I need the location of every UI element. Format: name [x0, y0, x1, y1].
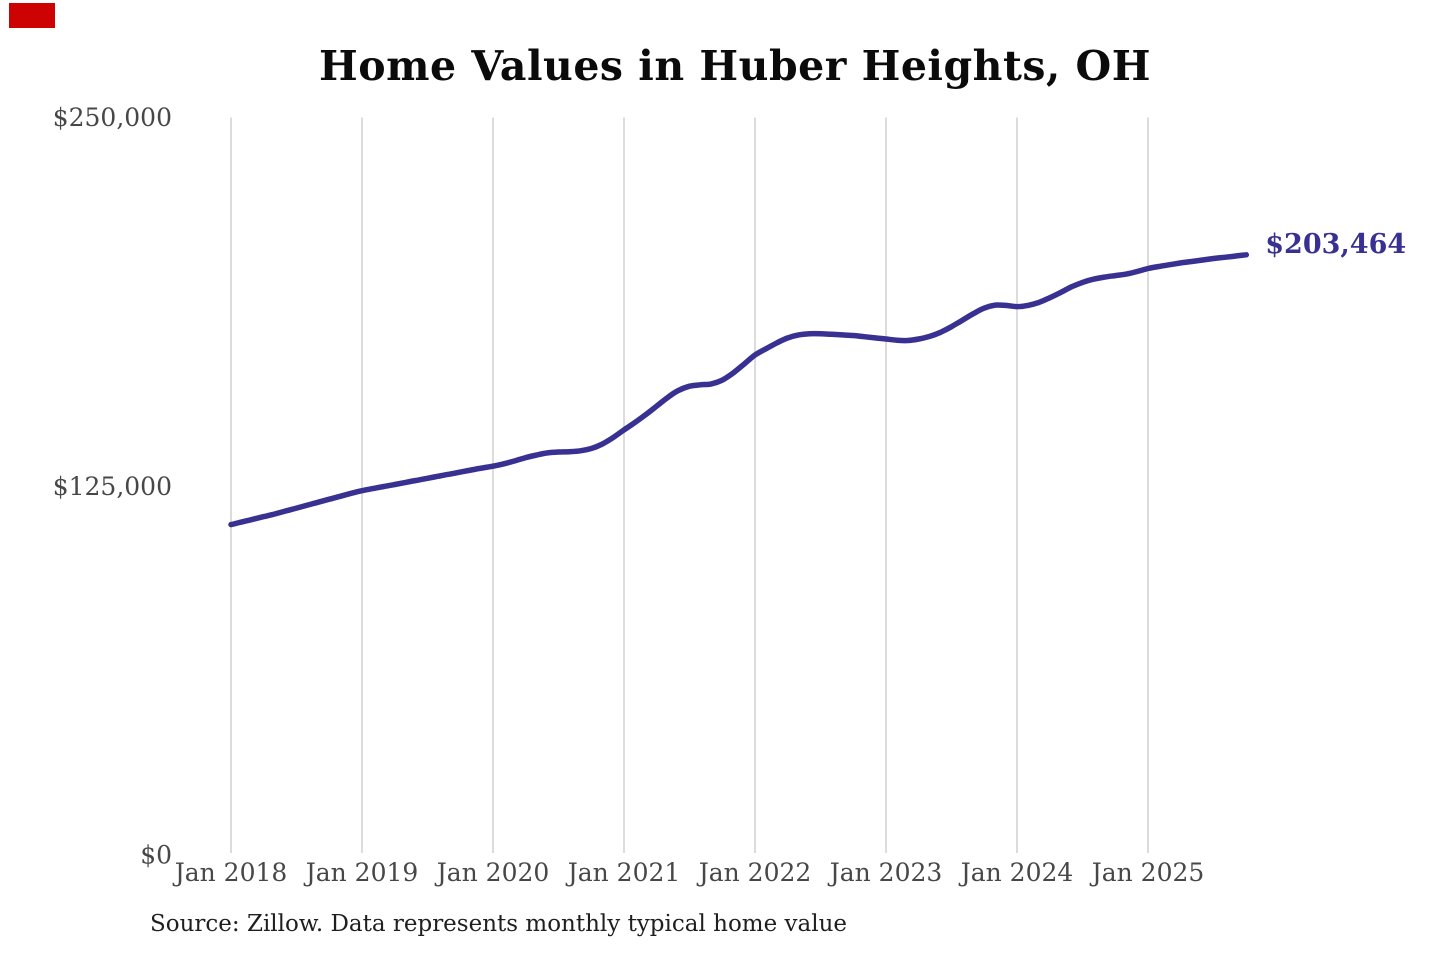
x-tick-label: Jan 2024	[958, 858, 1074, 887]
x-tick-label: Jan 2021	[565, 858, 681, 887]
source-note: Source: Zillow. Data represents monthly …	[150, 911, 848, 937]
x-tick-label: Jan 2020	[434, 858, 550, 887]
end-value-label: $203,464	[1265, 229, 1406, 260]
y-tick-label: $125,000	[53, 472, 172, 501]
chart-title: Home Values in Huber Heights, OH	[319, 42, 1151, 90]
y-tick-label: $250,000	[53, 103, 172, 132]
x-tick-label: Jan 2022	[696, 858, 812, 887]
x-tick-label: Jan 2025	[1089, 858, 1205, 887]
x-tick-label: Jan 2023	[827, 858, 943, 887]
y-tick-label: $0	[140, 841, 172, 870]
x-tick-label: Jan 2019	[303, 858, 419, 887]
red-corner-marker	[9, 3, 55, 28]
x-tick-label: Jan 2018	[172, 858, 288, 887]
home-value-line	[228, 252, 1250, 528]
